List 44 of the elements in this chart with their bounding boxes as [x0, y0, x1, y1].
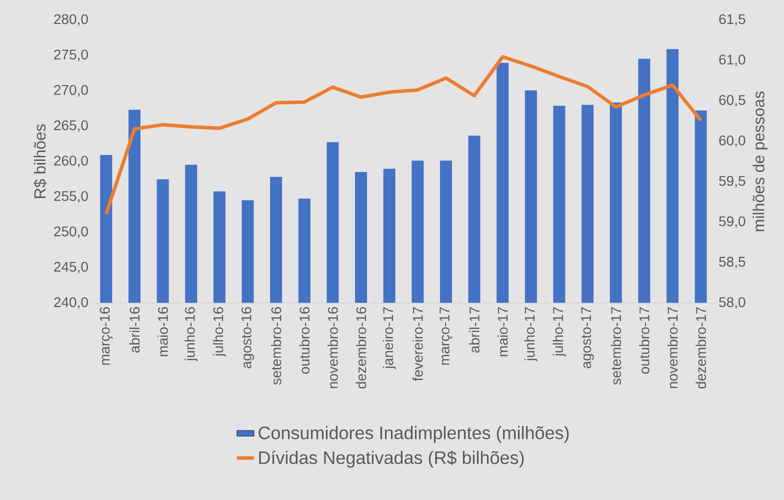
y2-tick-label: 60,5 — [719, 95, 746, 107]
x-tick-label: agosto-17 — [581, 307, 594, 368]
y2-tick-label: 58,0 — [719, 297, 746, 309]
x-tick-label: outubro-16 — [299, 307, 310, 374]
y-tick-label: 250,0 — [54, 226, 88, 238]
x-tick-label: abril-17 — [469, 307, 480, 353]
x-tick-label: março-17 — [440, 307, 452, 365]
x-tick-label: maio-16 — [158, 307, 168, 356]
x-tick-label: junho-16 — [184, 307, 198, 362]
x-tick-label: dezembro-17 — [696, 307, 706, 388]
y2-tick-label: 59,5 — [719, 176, 746, 188]
y-tick-label: 275,0 — [54, 50, 88, 62]
x-tick-label: maio-17 — [497, 307, 508, 356]
x-tick-label: dezembro-16 — [356, 307, 366, 388]
y-tick-label: 260,0 — [54, 156, 88, 168]
x-tick-label: outubro-17 — [639, 307, 650, 374]
y-tick-label: 280,0 — [54, 14, 88, 26]
x-tick-label: setembro-16 — [270, 307, 282, 385]
x-tick-label: fevereiro-17 — [412, 307, 423, 382]
x-tick-label: julho-17 — [552, 307, 566, 357]
y2-axis-title: milhões de pessoas — [752, 91, 768, 232]
y2-tick-label: 61,5 — [719, 14, 746, 26]
y-tick-label: 240,0 — [54, 297, 88, 309]
y2-tick-label: 60,0 — [719, 135, 746, 148]
y2-tick-label: 58,5 — [719, 256, 746, 268]
x-tick-label: janeiro-17 — [382, 307, 396, 370]
x-tick-label: novembro-17 — [667, 307, 678, 388]
x-tick-label: setembro-17 — [610, 307, 622, 385]
legend-label: Dívidas Negativadas (R$ bilhões) — [259, 450, 524, 468]
line-series — [104, 55, 703, 216]
y-tick-label: 255,0 — [54, 191, 88, 203]
x-tick-label: junho-17 — [524, 307, 538, 362]
y2-tick-label: 61,0 — [719, 54, 746, 66]
legend-label: Consumidores Inadimplentes (milhões) — [258, 426, 569, 443]
x-tick-label: julho-16 — [212, 307, 226, 357]
y2-tick-label: 59,0 — [719, 216, 746, 228]
y-axis-title: R$ bilhões — [34, 124, 47, 198]
x-tick-label: novembro-16 — [328, 307, 338, 388]
y-tick-label: 270,0 — [54, 84, 88, 97]
x-tick-label: abril-16 — [129, 307, 140, 353]
y-tick-label: 245,0 — [54, 262, 88, 274]
x-tick-label: março-16 — [100, 307, 113, 365]
y-tick-label: 265,0 — [54, 120, 88, 132]
x-tick-label: agosto-16 — [241, 307, 254, 368]
